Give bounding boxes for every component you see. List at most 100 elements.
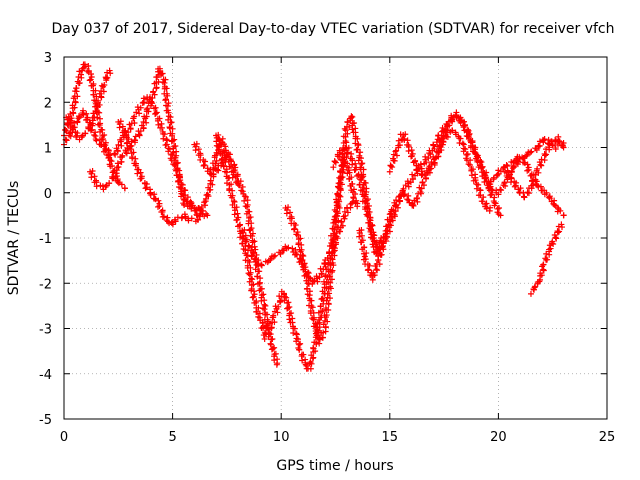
data-point — [411, 158, 418, 165]
data-point — [237, 234, 244, 241]
data-point — [83, 110, 90, 117]
data-point — [287, 209, 294, 216]
series-sat-e — [115, 118, 207, 228]
data-point — [242, 232, 249, 239]
data-point — [88, 82, 95, 89]
data-point — [163, 141, 170, 148]
data-point — [497, 186, 504, 193]
data-point — [248, 275, 255, 282]
data-point — [508, 168, 515, 175]
data-point — [73, 134, 80, 141]
y-tick-label: 0 — [44, 187, 52, 202]
data-point — [247, 214, 254, 221]
data-point — [478, 159, 485, 166]
data-point — [490, 176, 497, 183]
data-point — [524, 167, 531, 174]
data-point — [467, 162, 474, 169]
data-point — [200, 207, 207, 214]
axis-ticks — [63, 56, 608, 420]
data-point — [131, 136, 138, 143]
data-point — [483, 200, 490, 207]
data-point — [199, 211, 206, 218]
data-point — [305, 281, 312, 288]
data-point — [231, 167, 238, 174]
data-point — [380, 233, 387, 240]
data-point — [204, 212, 211, 219]
data-point — [270, 253, 277, 260]
data-point — [273, 361, 280, 368]
data-point — [157, 124, 164, 131]
data-point — [326, 295, 333, 302]
data-point — [498, 187, 505, 194]
data-point — [540, 261, 547, 268]
data-point — [331, 158, 338, 165]
data-point — [336, 204, 343, 211]
data-point — [511, 183, 518, 190]
data-point — [185, 217, 192, 224]
data-point — [216, 143, 223, 150]
data-point — [280, 290, 287, 297]
data-point — [425, 155, 432, 162]
data-point — [293, 338, 300, 345]
data-point — [407, 179, 414, 186]
data-point — [296, 346, 303, 353]
data-point — [546, 195, 553, 202]
data-point — [405, 148, 412, 155]
data-point — [489, 187, 496, 194]
data-point — [542, 255, 549, 262]
data-point — [268, 346, 275, 353]
data-point — [312, 330, 319, 337]
data-point — [107, 70, 114, 77]
data-point — [331, 248, 338, 255]
data-point — [335, 184, 342, 191]
data-point — [235, 223, 242, 230]
data-point — [250, 281, 257, 288]
data-point — [321, 261, 328, 268]
data-point — [136, 110, 143, 117]
data-point — [258, 297, 265, 304]
data-point — [213, 138, 220, 145]
data-point — [84, 116, 91, 123]
y-axis-label: SDTVAR / TECUs — [6, 181, 22, 296]
data-point — [161, 85, 168, 92]
x-tick-label: 10 — [273, 430, 290, 445]
data-point — [72, 88, 79, 95]
data-point — [71, 119, 78, 126]
data-point — [438, 147, 445, 154]
data-point — [363, 250, 370, 257]
data-point — [102, 74, 109, 81]
data-point — [237, 178, 244, 185]
data-point — [375, 257, 382, 264]
data-point — [101, 81, 108, 88]
data-point — [285, 244, 292, 251]
data-point — [515, 158, 522, 165]
data-point — [210, 164, 217, 171]
data-point — [203, 192, 210, 199]
data-point — [555, 138, 562, 145]
data-point — [365, 219, 372, 226]
data-point — [152, 110, 159, 117]
data-point — [488, 191, 495, 198]
data-point — [307, 365, 314, 372]
data-point — [87, 76, 94, 83]
y-tick-label: -2 — [39, 277, 52, 292]
data-point — [355, 172, 362, 179]
data-point — [341, 154, 348, 161]
data-point — [284, 305, 291, 312]
data-point — [376, 250, 383, 257]
data-point — [238, 187, 245, 194]
data-point — [270, 312, 277, 319]
data-point — [243, 238, 250, 245]
data-point — [137, 104, 144, 111]
data-point — [404, 196, 411, 203]
data-point — [265, 329, 272, 336]
data-point — [152, 104, 159, 111]
data-point — [201, 199, 208, 206]
data-point — [495, 191, 502, 198]
data-point — [370, 234, 377, 241]
data-point — [250, 288, 257, 295]
data-point — [75, 113, 82, 120]
data-point — [304, 280, 311, 287]
data-point — [150, 89, 157, 96]
data-point — [418, 172, 425, 179]
